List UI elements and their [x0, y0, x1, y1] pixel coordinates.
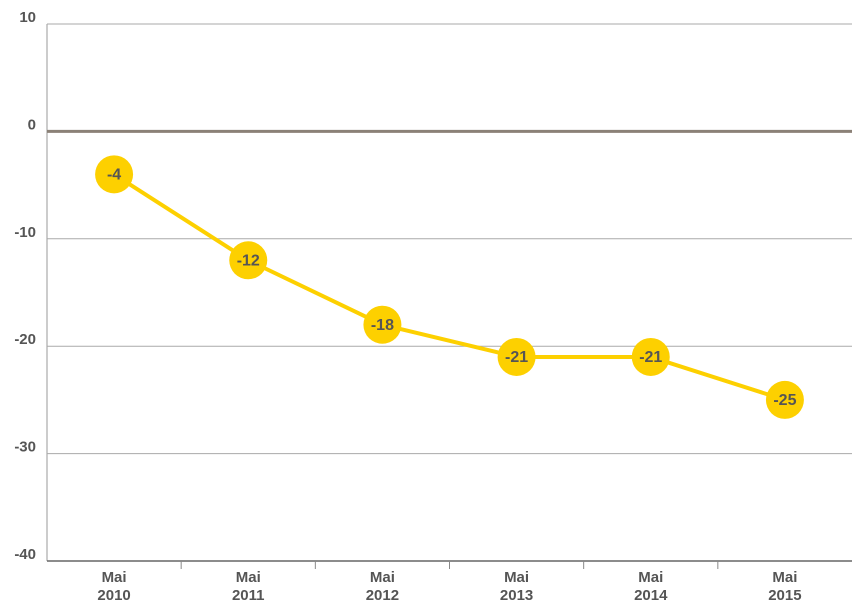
- data-label: -12: [237, 252, 260, 269]
- point: [497, 337, 536, 376]
- point: [765, 380, 804, 419]
- y-tick-label: 0: [28, 116, 36, 133]
- y-tick-label: 10: [19, 9, 36, 26]
- x-tick-label: Mai 2014: [634, 569, 668, 604]
- point: [95, 155, 134, 194]
- point: [631, 337, 670, 376]
- data-label: -25: [773, 392, 796, 409]
- point: [363, 305, 402, 344]
- data-label: -4: [107, 167, 121, 184]
- data-label: -21: [505, 349, 528, 366]
- y-tick-label: -30: [14, 439, 36, 456]
- x-tick-label: Mai 2010: [97, 569, 131, 604]
- data-label: -21: [639, 349, 662, 366]
- x-tick-label: Mai 2013: [499, 569, 534, 604]
- y-tick-label: -20: [14, 331, 36, 348]
- y-tick-label: -40: [14, 546, 36, 563]
- point: [229, 241, 268, 280]
- y-tick-label: -10: [14, 224, 36, 241]
- data-label: -18: [371, 317, 394, 334]
- x-tick-label: Mai 2012: [365, 569, 400, 604]
- line: [113, 172, 786, 402]
- x-tick-label: Mai 2011: [231, 569, 265, 604]
- x-tick-label: Mai 2015: [768, 569, 802, 604]
